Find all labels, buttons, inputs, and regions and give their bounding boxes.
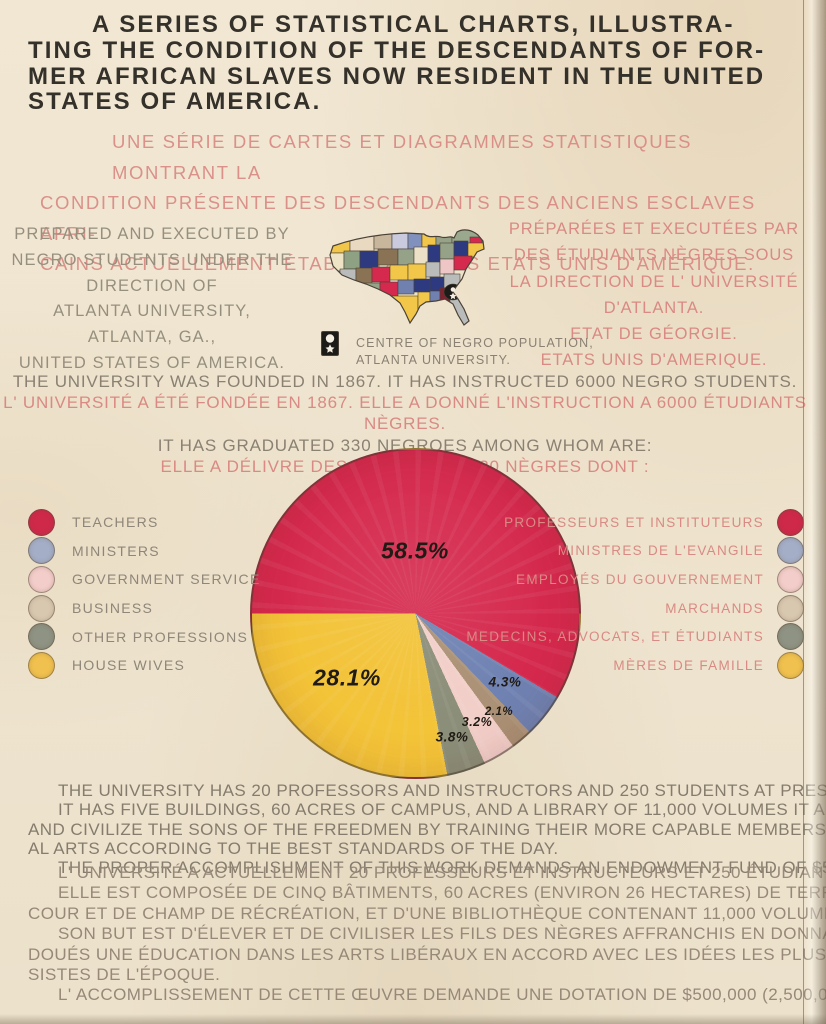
legend-swatch-other (28, 623, 55, 651)
legend-row-ministers: MINISTERS (28, 537, 261, 566)
credits-fr-line: D'ATLANTA. (603, 298, 705, 317)
para-en-line: IT HAS FIVE BUILDINGS, 60 ACRES OF CAMPU… (58, 800, 826, 820)
credits-fr-line: ETATS UNIS D'AMERIQUE. (540, 351, 768, 370)
legend-row-other-professions-fr: MEDECINS, ADVOCATS, ET ÉTUDIANTS (466, 622, 804, 651)
us-map (329, 229, 485, 326)
poster-title: A SERIES OF STATISTICAL CHARTS, ILLUSTRA… (28, 12, 800, 115)
map-caption-line-2: ATLANTA UNIVERSITY. (356, 352, 511, 367)
paper-edge-bottom (0, 1014, 826, 1024)
credits-en-line: DIRECTION OF (86, 276, 218, 295)
legend-label: PROFESSEURS ET INSTITUTEURS (504, 514, 764, 530)
key-circle-icon (325, 334, 335, 343)
intro-line-fr-founded: L' UNIVERSITÉ A ÉTÉ FONDÉE EN 1867. ELLE… (3, 393, 807, 434)
legend-french: PROFESSEURS ET INSTITUTEURS MINISTRES DE… (466, 508, 804, 680)
legend-swatch-business (28, 594, 55, 622)
legend-label: OTHER PROFESSIONS (72, 628, 249, 645)
legend-row-government-fr: EMPLOYÉS DU GOUVERNEMENT (516, 565, 804, 594)
para-fr-line: L' UNIVERSITÉ A ACTUELLEMENT 20 PROFESSE… (58, 863, 826, 882)
legend-row-teachers-fr: PROFESSEURS ET INSTITUTEURS (504, 508, 804, 537)
credits-fr-line: PRÉPARÉES ET EXECUTÉES PAR (508, 220, 800, 238)
legend-row-other-professions: OTHER PROFESSIONS (28, 622, 261, 651)
pie-slice-label-teachers: 58.5% (381, 537, 449, 564)
legend-swatch-teachers-fr (777, 508, 804, 536)
legend-swatch-government (28, 565, 55, 593)
pie-slice-label-government: 3.2% (461, 715, 493, 729)
legend-swatch-housewives-fr (777, 651, 804, 679)
credits-en-line: ATLANTA UNIVERSITY, (53, 302, 251, 321)
title-line-1: A SERIES OF STATISTICAL CHARTS, ILLUSTRA… (92, 11, 735, 38)
pie-chart (250, 448, 581, 779)
legend-label: TEACHERS (72, 514, 159, 531)
subtitle-line-2: CONDITION PRÉSENTE DES DESCENDANTS DES A… (40, 192, 756, 244)
legend-row-business-fr: MARCHANDS (665, 594, 804, 623)
legend-label: MINISTRES DE L'EVANGILE (557, 543, 764, 559)
intro-line-en-graduated: IT HAS GRADUATED 330 NEGROES AMONG WHOM … (157, 435, 653, 455)
credits-english: PREPARED AND EXECUTED BY NEGRO STUDENTS … (10, 222, 294, 377)
legend-row-business: BUSINESS (28, 594, 261, 623)
poster-subtitle-french: UNE SÉRIE DE CARTES ET DIAGRAMMES STATIS… (40, 127, 800, 280)
atlanta-marker-star (449, 292, 457, 300)
para-en-line: THE PROPER ACCOMPLISHMENT OF THIS WORK D… (58, 858, 826, 878)
para-en-line: AL ARTS ACCORDING TO THE BEST STANDARDS … (28, 838, 559, 858)
legend-label: MARCHANDS (665, 600, 764, 616)
legend-label: MINISTERS (72, 542, 160, 559)
credits-en-line: PREPARED AND EXECUTED BY (14, 225, 290, 243)
para-fr-line: L' ACCOMPLISSEMENT DE CETTE ŒUVRE DEMAND… (58, 985, 826, 1005)
credits-fr-line: ETAT DE GÉORGIE. (570, 325, 738, 344)
atlanta-marker-circle (450, 287, 456, 292)
subtitle-line-1: UNE SÉRIE DE CARTES ET DIAGRAMMES STATIS… (112, 131, 693, 183)
para-fr-line: SISTES DE L'ÉPOQUE. (28, 965, 221, 985)
title-line-2: TING THE CONDITION OF THE DESCENDANTS OF… (28, 36, 766, 64)
legend-swatch-other-fr (777, 623, 804, 651)
paper-edge-right (803, 0, 826, 1024)
legend-swatch-business-fr (777, 594, 804, 622)
legend-row-ministers-fr: MINISTRES DE L'EVANGILE (558, 537, 804, 566)
legend-label: MÈRES DE FAMILLE (613, 657, 764, 673)
para-fr-line: ELLE EST COMPOSÉE DE CINQ BÂTIMENTS, 60 … (58, 883, 826, 903)
pie-slice-label-other: 3.8% (435, 729, 469, 745)
map-caption-line-1: CENTRE OF NEGRO POPULATION, (356, 336, 594, 350)
legend-row-housewives-fr: MÈRES DE FAMILLE (613, 651, 804, 680)
legend-row-teachers: TEACHERS (28, 508, 261, 537)
map-caption: CENTRE OF NEGRO POPULATION, ATLANTA UNIV… (356, 335, 594, 368)
legend-label: HOUSE WIVES (72, 657, 186, 674)
title-line-3: MER AFRICAN SLAVES NOW RESIDENT IN THE U… (28, 62, 766, 90)
legend-swatch-ministers (28, 537, 55, 565)
intro-lines: THE UNIVERSITY WAS FOUNDED IN 1867. IT H… (0, 371, 810, 477)
intro-line-en-founded: THE UNIVERSITY WAS FOUNDED IN 1867. IT H… (12, 372, 798, 391)
credits-fr-line: DES ÉTUDIANTS NÈGRES SOUS (513, 246, 795, 265)
legend-swatch-government-fr (777, 565, 804, 593)
credits-en-line: ATLANTA, GA., (87, 328, 217, 347)
para-fr-line: COUR ET DE CHAMP DE RÉCRÉATION, ET D'UNE… (28, 903, 826, 923)
pie-slice-label-ministers: 4.3% (488, 674, 522, 690)
para-en-line: THE UNIVERSITY HAS 20 PROFESSORS AND INS… (58, 781, 826, 800)
credits-fr-line: LA DIRECTION DE L' UNIVERSITÉ (509, 272, 799, 291)
map-key-icon (321, 331, 339, 356)
para-fr-line: SON BUT EST D'ÉLEVER ET DE CIVILISER LES… (58, 924, 826, 944)
legend-swatch-housewives (28, 651, 55, 679)
legend-swatch-ministers-fr (777, 537, 804, 565)
title-line-4: STATES OF AMERICA. (28, 88, 322, 116)
paragraph-english: THE UNIVERSITY HAS 20 PROFESSORS AND INS… (28, 781, 826, 878)
credits-en-line: UNITED STATES OF AMERICA. (18, 353, 286, 372)
para-en-line: AND CIVILIZE THE SONS OF THE FREEDMEN BY… (28, 819, 826, 839)
legend-swatch-teachers (28, 508, 55, 536)
paragraph-french: L' UNIVERSITÉ A ACTUELLEMENT 20 PROFESSE… (28, 863, 826, 1006)
pie-slice-label-business: 2.1% (484, 706, 514, 718)
legend-label: MEDECINS, ADVOCATS, ET ÉTUDIANTS (466, 629, 764, 645)
credits-en-line: NEGRO STUDENTS UNDER THE (11, 250, 293, 269)
credits-french: PRÉPARÉES ET EXECUTÉES PAR DES ÉTUDIANTS… (498, 216, 810, 374)
key-star-icon (325, 344, 335, 353)
legend-row-housewives: HOUSE WIVES (28, 651, 261, 680)
legend-english: TEACHERS MINISTERS GOVERNMENT SERVICE BU… (28, 508, 261, 680)
legend-label: EMPLOYÉS DU GOUVERNEMENT (516, 571, 764, 587)
us-map-outline (329, 229, 485, 326)
legend-label: BUSINESS (72, 600, 154, 617)
pie-slice-label-housewives: 28.1% (313, 664, 381, 691)
legend-row-government: GOVERNMENT SERVICE (28, 565, 261, 594)
para-fr-line: DOUÉS UNE ÉDUCATION DANS LES ARTS LIBÉRA… (28, 944, 826, 964)
legend-label: GOVERNMENT SERVICE (72, 571, 261, 588)
